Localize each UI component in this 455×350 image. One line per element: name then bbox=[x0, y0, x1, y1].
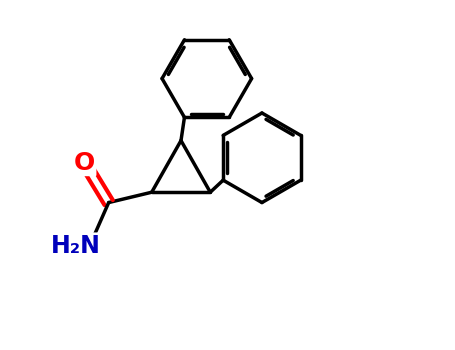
Text: O: O bbox=[74, 151, 95, 175]
Text: H₂N: H₂N bbox=[51, 233, 101, 258]
